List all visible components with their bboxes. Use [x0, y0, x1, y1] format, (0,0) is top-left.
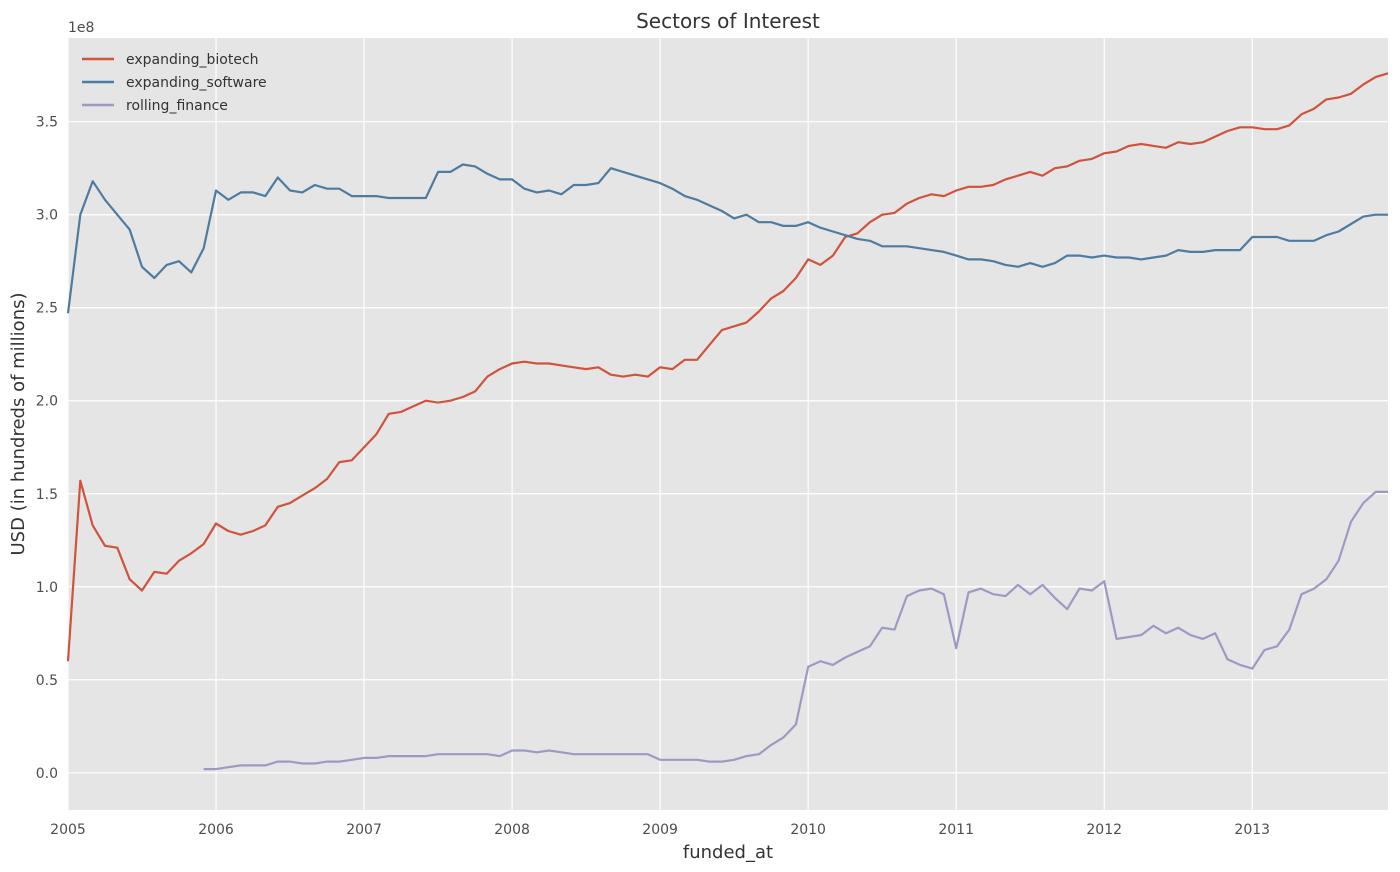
y-axis-label: USD (in hundreds of millions) — [8, 292, 29, 555]
y-offset-label: 1e8 — [68, 20, 94, 36]
legend: expanding_biotech expanding_softwarerolli… — [82, 52, 267, 114]
legend-item: expanding_biotech — [82, 52, 259, 68]
y-tick-label: 2.5 — [36, 301, 58, 317]
series-lines — [66, 72, 1389, 771]
plot-area — [68, 38, 1388, 810]
y-tick-label: 0.5 — [36, 673, 58, 689]
x-tick-label: 2011 — [938, 822, 974, 838]
y-tick-label: 0.0 — [36, 766, 58, 782]
grid — [67, 38, 1388, 810]
x-tick-label: 2008 — [494, 822, 530, 838]
y-tick-label: 2.0 — [36, 394, 58, 410]
x-tick-label: 2006 — [198, 822, 234, 838]
series-line-expanding-biotech — [66, 72, 1389, 662]
legend-item: rolling_finance — [82, 98, 228, 114]
x-tick-label: 2007 — [346, 822, 382, 838]
legend-label: expanding_software — [126, 75, 267, 91]
series-line-rolling-finance — [203, 490, 1388, 771]
series-line-expanding-software — [66, 163, 1388, 314]
y-tick-label: 3.5 — [36, 115, 58, 131]
x-axis-label: funded_at — [683, 842, 773, 863]
y-tick-label: 3.0 — [36, 208, 58, 224]
y-tick-label: 1.0 — [36, 580, 58, 596]
y-tick-label: 1.5 — [36, 487, 58, 503]
legend-item: expanding_software — [82, 75, 267, 91]
x-tick-label: 2012 — [1086, 822, 1122, 838]
legend-label: rolling_finance — [126, 98, 228, 114]
chart-title: Sectors of Interest — [636, 9, 820, 33]
x-tick-label: 2005 — [50, 822, 86, 838]
legend-label: expanding_biotech — [126, 52, 259, 68]
tick-labels: 0.0 0.5 1.0 1.5 2.0 2.5 3.0 3.5 2005 2006 2007 2008… — [36, 115, 1270, 838]
x-tick-label: 2010 — [790, 822, 826, 838]
x-tick-label: 2009 — [642, 822, 678, 838]
x-tick-label: 2013 — [1234, 822, 1270, 838]
